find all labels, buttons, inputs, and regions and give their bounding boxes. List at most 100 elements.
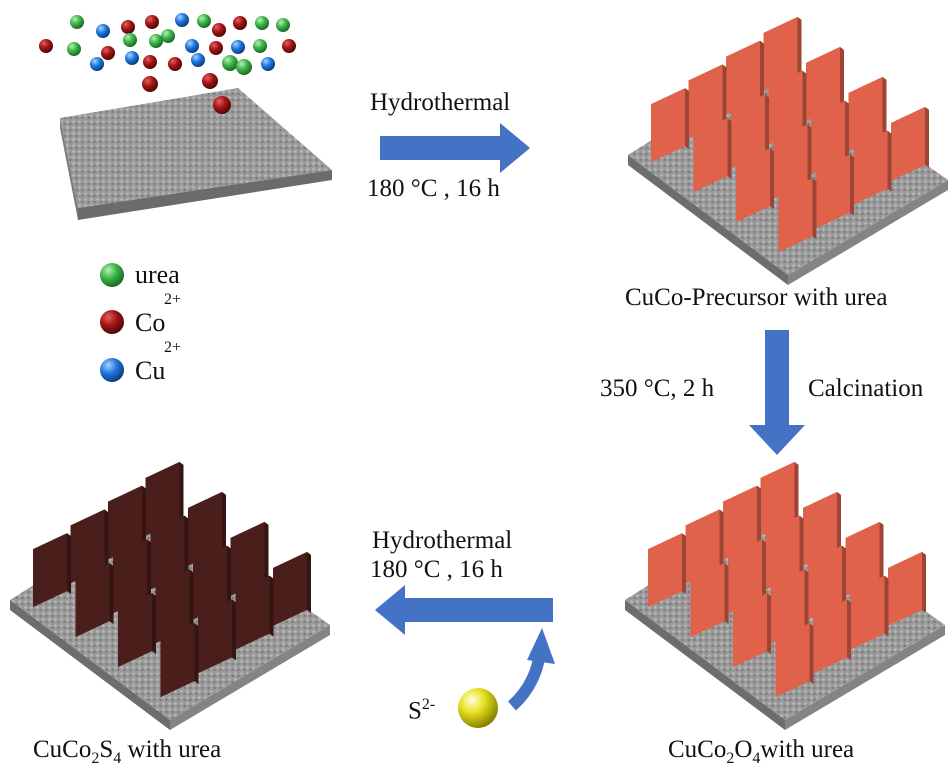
nanosheet <box>75 563 110 638</box>
nanosheet <box>778 178 813 253</box>
nanosheet <box>726 40 760 115</box>
sulfide-sheet-array <box>10 461 330 730</box>
nanosheet-edge <box>142 485 146 547</box>
nanosheet <box>118 593 152 668</box>
nanosheet-edge <box>152 593 156 655</box>
nanosheet <box>775 623 810 698</box>
nanosheet-edge <box>67 533 71 595</box>
legend-markers <box>100 263 124 382</box>
nanosheet <box>733 593 767 668</box>
nanosheet-edge <box>837 491 841 553</box>
nanosheet <box>155 569 190 644</box>
nanosheet-edge <box>879 521 884 583</box>
nanosheet <box>848 76 883 151</box>
legend-cu-marker <box>100 358 124 382</box>
nanosheet <box>803 491 837 566</box>
nanosheet-edge <box>809 623 814 685</box>
nanosheet-edge <box>264 521 269 583</box>
nanosheet <box>273 551 307 626</box>
step1-method-label: Hydrothermal <box>370 89 511 116</box>
nanosheet <box>113 539 147 614</box>
nanosheet <box>888 551 922 626</box>
nanosheet <box>193 545 227 620</box>
nanosheet-edge <box>840 46 844 108</box>
nanosheet <box>70 509 105 584</box>
nanosheet <box>736 148 770 223</box>
legend-co-charge: 2+ <box>164 291 182 308</box>
nanosheet <box>850 575 885 650</box>
nanosheet <box>188 491 222 566</box>
arrow-sulfur-curve <box>507 628 555 711</box>
ion-particles <box>39 13 296 114</box>
sulfide-ion-label: S2- <box>408 696 436 725</box>
nanosheet <box>763 16 798 91</box>
nanosheet-edge <box>794 461 799 523</box>
nanosheet-edge <box>804 569 809 631</box>
nanosheet-edge <box>184 515 189 577</box>
nanosheet <box>690 563 725 638</box>
nanosheet <box>813 599 847 674</box>
nanosheet-edge <box>232 599 236 661</box>
nanosheet <box>688 64 723 139</box>
oxide-sheet-array <box>625 461 945 730</box>
nanosheet-edge <box>882 76 887 138</box>
nanosheet <box>693 118 728 193</box>
nanosheet-edge <box>799 515 804 577</box>
nanosheet-edge <box>307 551 311 613</box>
nanosheet <box>230 521 265 596</box>
nanosheet-edge <box>887 130 892 192</box>
nanosheet <box>108 485 142 560</box>
nanosheet <box>685 509 720 584</box>
legend-cu-label: Cu <box>135 356 166 385</box>
nanosheet <box>728 539 762 614</box>
nanosheet <box>845 521 880 596</box>
nanosheet <box>770 569 805 644</box>
nanosheet-edge <box>842 545 846 607</box>
nanosheet <box>150 515 185 590</box>
step3-conditions-label: 180 °C , 16 h <box>370 556 503 583</box>
nanosheet <box>160 623 195 698</box>
sulfide-ion-ball <box>458 688 498 728</box>
nanosheet <box>806 46 840 121</box>
nanosheet <box>773 124 808 199</box>
nanosheet-edge <box>850 154 854 216</box>
arrow-hydrothermal-2 <box>375 585 553 635</box>
nanosheet-edge <box>757 485 761 547</box>
nanosheet <box>648 533 682 608</box>
step2-method-label: Calcination <box>808 375 924 402</box>
precursor-sheet-array <box>628 16 948 285</box>
caption-precursor: CuCo-Precursor with urea <box>625 284 888 311</box>
legend-urea-label: urea <box>135 260 180 289</box>
nanosheet <box>145 461 180 536</box>
nanosheet-edge <box>222 491 226 553</box>
nanosheet <box>198 599 232 674</box>
nanosheet-edge <box>719 509 724 571</box>
step2-conditions-label: 350 °C, 2 h <box>600 375 715 402</box>
legend-co-label: Co <box>135 308 166 337</box>
nanosheet-edge <box>685 88 689 150</box>
nanosheet-edge <box>812 178 817 240</box>
nanosheet-edge <box>802 70 807 132</box>
substrate-initial <box>60 88 332 220</box>
nanosheet <box>651 88 685 163</box>
nanosheet-edge <box>194 623 199 685</box>
nanosheet-edge <box>724 563 729 625</box>
nanosheet-edge <box>760 40 764 102</box>
nanosheet-edge <box>847 599 851 661</box>
nanosheet-edge <box>845 100 849 162</box>
arrow-calcination <box>749 330 805 455</box>
nanosheet <box>816 154 850 229</box>
step3-method-label: Hydrothermal <box>372 527 513 554</box>
nanosheet-edge <box>727 118 732 180</box>
caption-oxide: CuCo2O4with urea <box>668 736 855 767</box>
nanosheet <box>765 515 800 590</box>
nanosheet-edge <box>807 124 812 186</box>
nanosheet-edge <box>269 575 274 637</box>
nanosheet-edge <box>925 106 929 168</box>
nanosheet <box>891 106 925 181</box>
nanosheet <box>811 100 845 175</box>
nanosheet <box>235 575 270 650</box>
nanosheet-edge <box>767 593 771 655</box>
nanosheet-edge <box>922 551 926 613</box>
nanosheet-edge <box>104 509 109 571</box>
